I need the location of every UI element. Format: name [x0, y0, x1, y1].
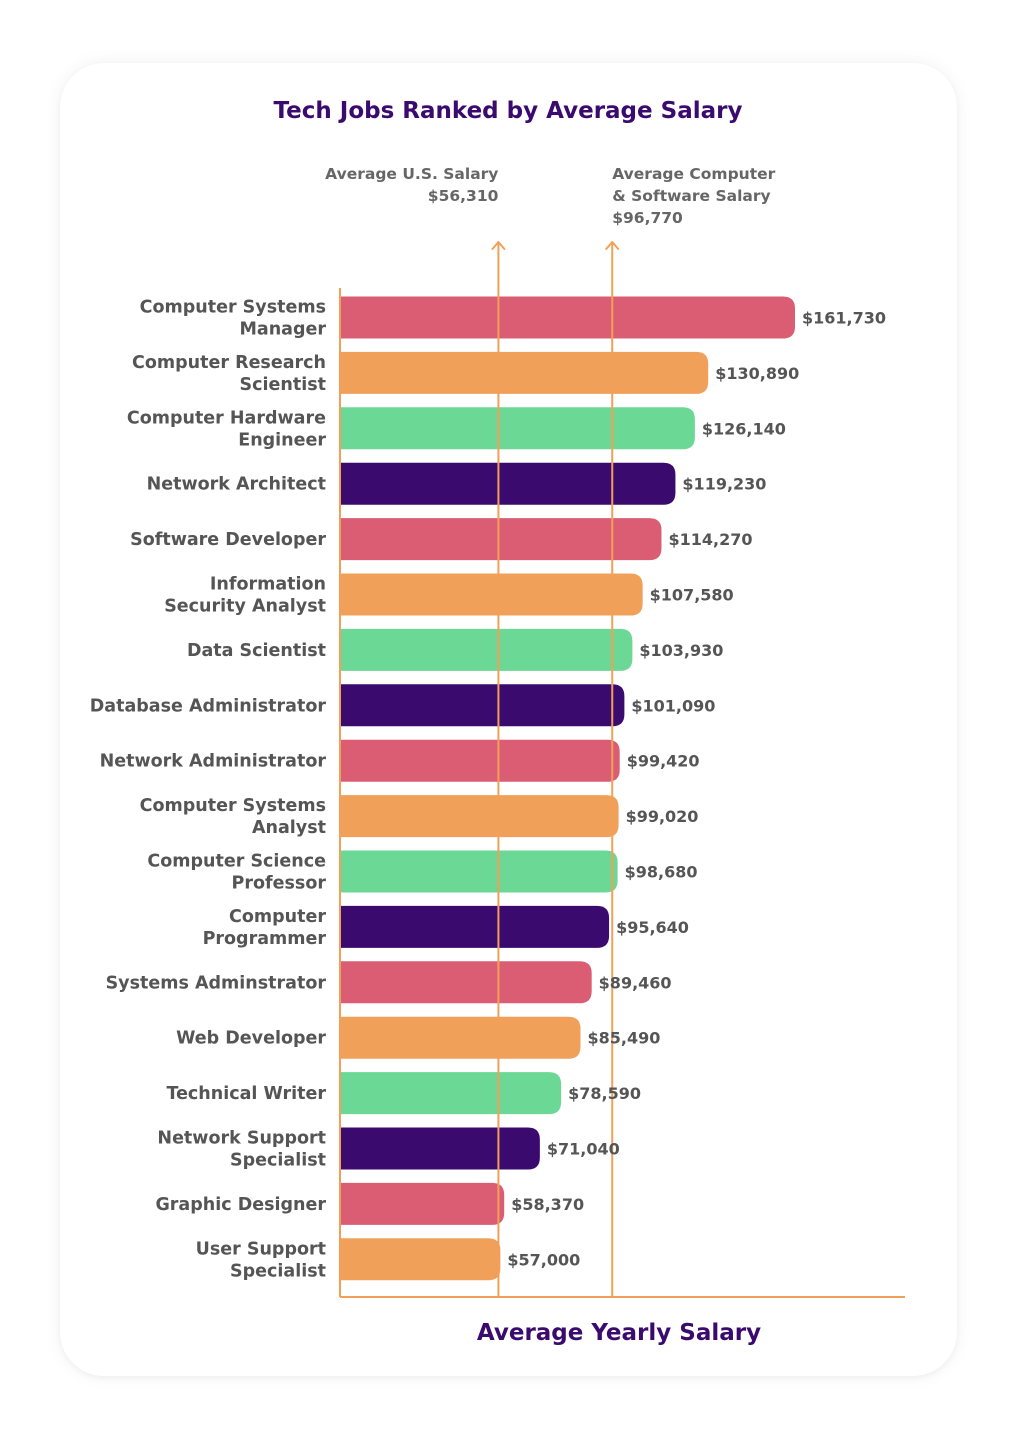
x-axis-label: Average Yearly Salary [477, 1320, 761, 1346]
bar [340, 407, 695, 450]
bar [340, 905, 610, 948]
category-label: Database Administrator [90, 696, 327, 716]
bar [340, 351, 709, 394]
bar [340, 1182, 505, 1225]
category-label: Computer Science Professor [147, 852, 326, 894]
bar [340, 739, 620, 782]
category-label: Computer Programmer [203, 907, 327, 949]
value-label: $58,370 [511, 1195, 584, 1214]
category-label: Systems Adminstrator [106, 973, 327, 993]
value-label: $98,680 [625, 863, 698, 882]
bar [340, 961, 592, 1004]
bar [340, 628, 633, 671]
category-label: Network Support Specialist [157, 1129, 326, 1171]
category-label: Software Developer [130, 530, 326, 550]
category-label: Network Architect [147, 475, 326, 495]
category-label: Computer Research Scientist [132, 353, 326, 395]
reference-arrow [491, 241, 506, 250]
category-label: Graphic Designer [155, 1195, 326, 1215]
value-label: $95,640 [616, 918, 689, 937]
category-label: Network Administrator [100, 752, 327, 772]
value-label: $103,930 [639, 641, 723, 660]
bar [340, 684, 625, 727]
bar [340, 573, 643, 616]
value-label: $126,140 [702, 419, 786, 438]
category-label: Web Developer [176, 1029, 326, 1049]
bar [340, 462, 676, 505]
reference-label: Average Computer & Software Salary $96,770 [612, 165, 775, 227]
category-label: Computer Hardware Engineer [127, 408, 327, 450]
value-label: $114,270 [668, 530, 752, 549]
bar [340, 1016, 581, 1059]
bar [340, 1127, 540, 1170]
value-label: $130,890 [715, 364, 799, 383]
value-label: $99,020 [626, 807, 699, 826]
reference-arrow [605, 241, 620, 250]
bar [340, 795, 619, 838]
bar [340, 296, 795, 339]
value-label: $119,230 [682, 475, 766, 494]
bar [340, 1072, 562, 1115]
category-label: Computer Systems Analyst [140, 796, 326, 838]
value-label: $107,580 [650, 586, 734, 605]
category-label: Computer Systems Manager [140, 298, 327, 340]
value-label: $99,420 [627, 752, 700, 771]
category-label: Data Scientist [187, 641, 326, 661]
value-label: $57,000 [507, 1250, 580, 1269]
category-label: Information Security Analyst [164, 575, 326, 617]
value-label: $71,040 [547, 1140, 620, 1159]
value-label: $89,460 [599, 973, 672, 992]
value-label: $78,590 [568, 1084, 641, 1103]
bar [340, 1238, 501, 1281]
value-label: $161,730 [802, 309, 886, 328]
bar [340, 518, 662, 561]
category-label: Technical Writer [166, 1084, 326, 1104]
chart-title: Tech Jobs Ranked by Average Salary [274, 98, 743, 124]
category-label: User Support Specialist [196, 1239, 326, 1281]
value-label: $85,490 [588, 1029, 661, 1048]
value-label: $101,090 [631, 696, 715, 715]
reference-label: Average U.S. Salary $56,310 [325, 165, 498, 205]
bar [340, 850, 618, 893]
